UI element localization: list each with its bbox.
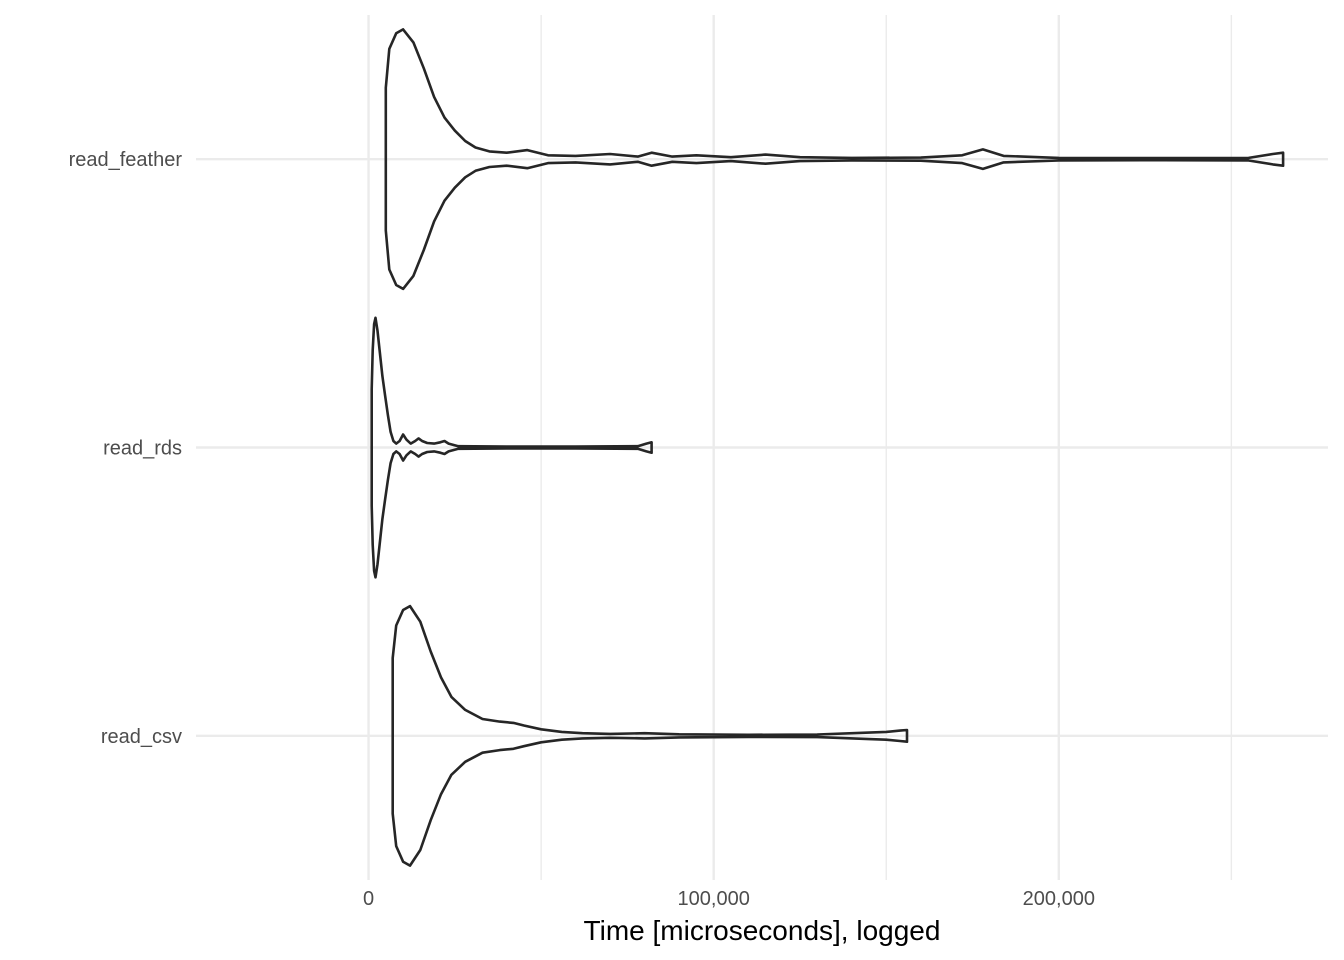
- x-tick-label: 100,000: [678, 888, 750, 910]
- x-axis-title: Time [microseconds], logged: [584, 915, 941, 946]
- y-axis-ticks: read_csv read_rds read_feather: [69, 149, 183, 748]
- y-tick-label: read_feather: [69, 149, 183, 171]
- x-axis-ticks: 0 100,000 200,000: [363, 888, 1095, 910]
- violin-read-csv: [391, 604, 909, 867]
- x-tick-label: 200,000: [1023, 888, 1095, 910]
- violin-read-feather: [384, 28, 1285, 291]
- violins: [370, 28, 1285, 867]
- y-tick-label: read_csv: [101, 726, 182, 748]
- violin-read-rds: [370, 316, 653, 579]
- y-tick-label: read_rds: [103, 438, 182, 460]
- x-tick-label: 0: [363, 888, 374, 910]
- grid: [196, 15, 1328, 880]
